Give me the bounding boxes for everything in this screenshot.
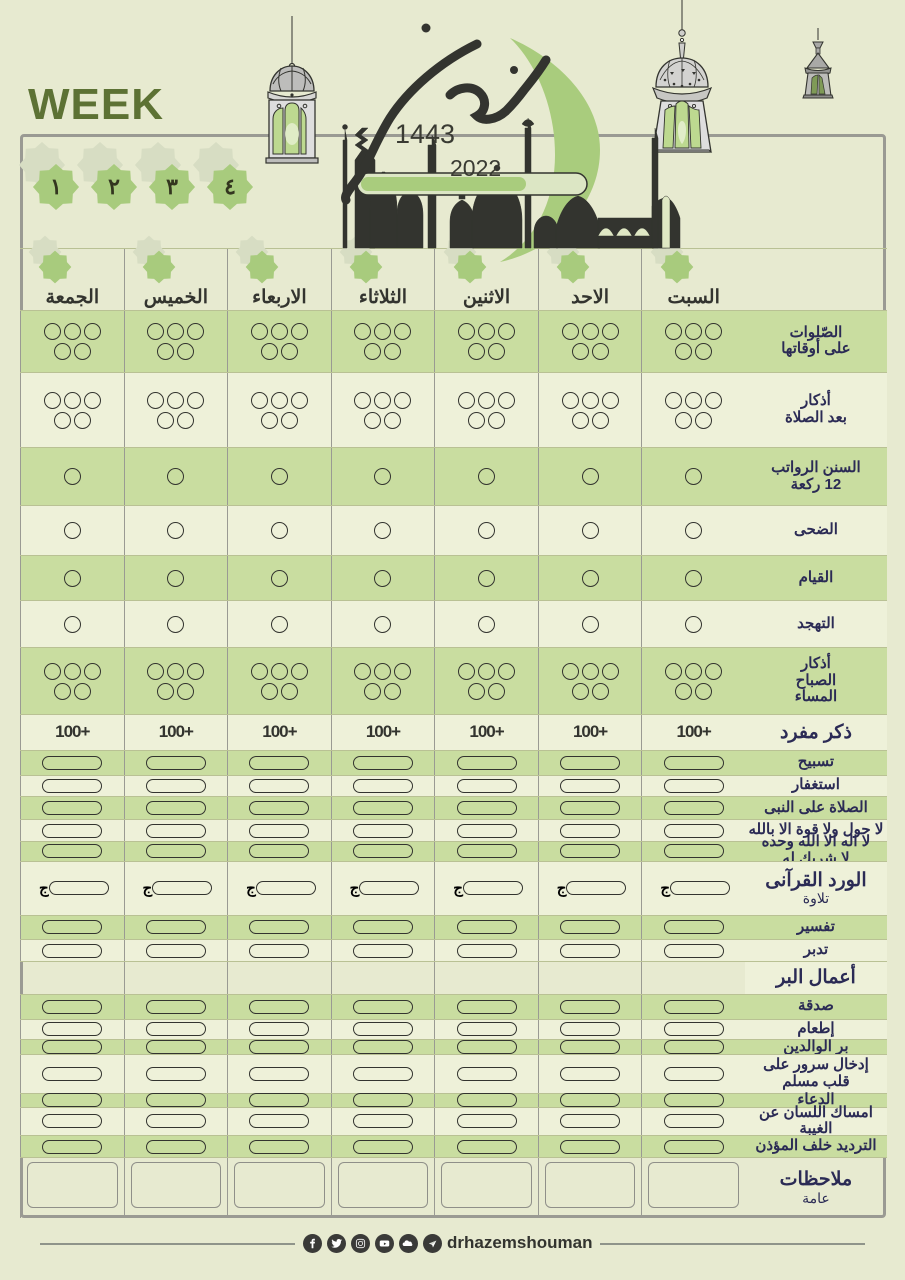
svg-text:1443: 1443 bbox=[395, 119, 455, 149]
svg-text:2022: 2022 bbox=[450, 155, 501, 181]
